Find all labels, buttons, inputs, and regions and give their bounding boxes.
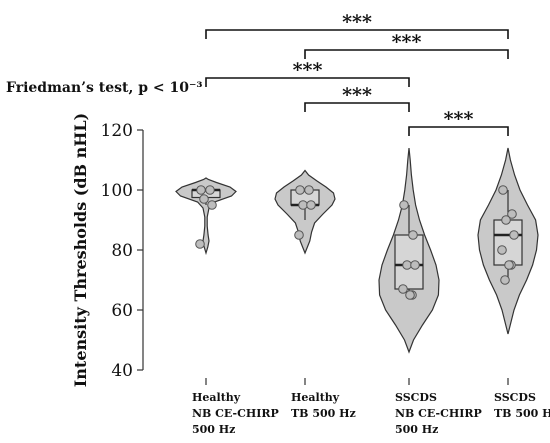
significance-brackets: *** *** *** *** ***: [205, 11, 509, 136]
x-tick-label: Healthy: [192, 391, 241, 404]
significance-label: ***: [342, 84, 372, 106]
violins: [175, 147, 539, 354]
x-tick-label: SSCDS: [395, 391, 437, 404]
y-tick-label: 80: [111, 241, 133, 261]
data-point: [498, 185, 508, 195]
y-axis: 40 60 80 100 120: [101, 121, 144, 381]
data-point: [298, 200, 308, 210]
data-point: [195, 239, 205, 249]
data-point: [398, 284, 408, 294]
significance-bracket: ***: [304, 31, 509, 59]
data-point: [199, 194, 209, 204]
x-tick-label: 500 Hz: [395, 423, 438, 436]
violin-group: [477, 147, 539, 335]
data-point: [294, 230, 304, 240]
y-tick-label: 60: [111, 301, 133, 321]
x-tick-label: TB 500 Hz: [494, 407, 550, 420]
significance-bracket: ***: [205, 59, 410, 87]
significance-bracket: ***: [205, 11, 509, 39]
y-axis-label: Intensity Thresholds (dB nHL): [71, 113, 90, 387]
significance-bracket: ***: [304, 84, 410, 112]
data-point: [205, 185, 215, 195]
data-point: [405, 290, 415, 300]
bracket-line: [205, 29, 509, 39]
data-point: [207, 200, 217, 210]
data-point: [306, 200, 316, 210]
y-tick-label: 40: [111, 361, 133, 381]
friedman-annotation: Friedman’s test, p < 10⁻³: [6, 80, 203, 96]
data-point: [501, 215, 511, 225]
bracket-line: [304, 49, 509, 59]
data-point: [402, 260, 412, 270]
data-point: [500, 275, 510, 285]
data-point: [295, 185, 305, 195]
data-point: [304, 185, 314, 195]
bracket-line: [304, 102, 410, 112]
x-tick-label: NB CE-CHIRP: [192, 407, 279, 420]
significance-label: ***: [392, 31, 422, 53]
data-point: [196, 185, 206, 195]
x-tick-label: TB 500 Hz: [291, 407, 356, 420]
violin-group: [274, 169, 336, 255]
significance-label: ***: [293, 59, 323, 81]
y-tick-label: 100: [101, 181, 133, 201]
box-iqr: [493, 219, 523, 266]
x-tick-label: NB CE-CHIRP: [395, 407, 482, 420]
bracket-line: [408, 126, 509, 136]
data-point: [410, 260, 420, 270]
significance-label: ***: [342, 11, 372, 33]
data-point: [507, 209, 517, 219]
violin-shape: [175, 177, 237, 256]
x-axis: Healthy NB CE-CHIRP 500 Hz Healthy TB 500 Hz…: [192, 378, 550, 436]
significance-bracket: ***: [408, 108, 509, 136]
y-tick-label: 120: [101, 121, 133, 141]
violin-group: [378, 147, 440, 354]
x-tick-label: SSCDS: [494, 391, 536, 404]
data-point: [408, 230, 418, 240]
data-point: [399, 200, 409, 210]
violin-group: [175, 177, 237, 256]
significance-label: ***: [444, 108, 474, 130]
x-tick-label: 500 Hz: [192, 423, 235, 436]
data-point: [497, 245, 507, 255]
data-point: [504, 260, 514, 270]
bracket-line: [205, 77, 410, 87]
x-tick-label: Healthy: [291, 391, 340, 404]
data-point: [509, 230, 519, 240]
